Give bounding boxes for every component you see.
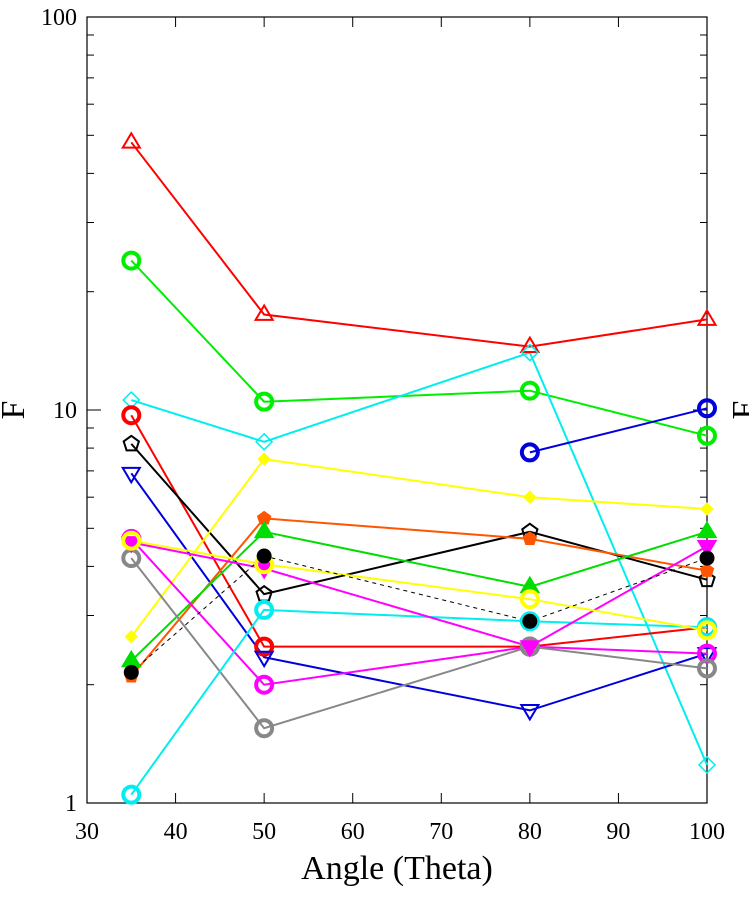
data-point <box>120 131 142 149</box>
data-point <box>700 502 714 516</box>
data-point <box>519 640 541 658</box>
data-point <box>253 650 275 669</box>
data-point <box>124 629 138 644</box>
data-point <box>519 589 540 610</box>
data-point <box>697 755 717 774</box>
data-point <box>121 405 142 426</box>
axis-ticks <box>86 16 708 804</box>
plot-frame <box>86 16 708 804</box>
x-axis-title: Angle (Theta) <box>301 850 493 887</box>
data-point <box>519 380 540 401</box>
data-point <box>697 398 717 419</box>
x-tick-label: 90 <box>606 819 630 845</box>
series-line <box>130 458 708 638</box>
data-point <box>523 490 537 504</box>
data-point <box>519 704 541 722</box>
data-point <box>122 434 141 452</box>
x-tick-label: 40 <box>164 819 188 845</box>
data-point <box>522 531 538 546</box>
series-line <box>130 259 708 437</box>
data-point <box>696 308 718 326</box>
y-tick-label: 1 <box>65 791 77 817</box>
data-point <box>519 611 540 632</box>
data-point <box>253 520 275 539</box>
data-point <box>254 599 275 620</box>
data-point <box>698 570 716 588</box>
data-point <box>254 718 275 739</box>
data-point <box>697 658 717 679</box>
data-point <box>256 548 272 564</box>
data-point <box>121 530 142 551</box>
data-point <box>253 303 275 321</box>
data-point <box>520 343 539 362</box>
data-point <box>254 391 275 412</box>
x-tick-label: 80 <box>518 819 542 845</box>
data-point <box>522 613 538 629</box>
x-tick-label: 70 <box>429 819 453 845</box>
data-point <box>123 664 139 680</box>
data-point <box>699 550 715 566</box>
data-point <box>697 620 717 641</box>
data-point <box>257 452 271 466</box>
y-axis-title: F <box>0 401 32 420</box>
data-point <box>254 674 275 695</box>
series-line <box>529 407 708 454</box>
data-point <box>696 647 718 665</box>
data-point <box>519 335 541 353</box>
data-point <box>696 520 718 539</box>
right-axis-title: F <box>726 401 749 420</box>
series-line <box>130 557 708 730</box>
data-point <box>121 784 142 805</box>
data-point <box>699 563 715 577</box>
x-tick-label: 60 <box>341 819 365 845</box>
y-tick-label: 10 <box>53 398 77 424</box>
data-point <box>121 250 142 271</box>
series-line <box>131 541 708 648</box>
data-point <box>254 636 275 657</box>
series-line <box>130 472 708 712</box>
data-point <box>696 539 718 558</box>
series-line <box>130 555 708 673</box>
series-markers <box>120 131 718 805</box>
data-point <box>519 442 540 463</box>
series-line <box>130 443 708 596</box>
series-line <box>130 141 708 348</box>
data-point <box>697 425 717 446</box>
series-lines <box>130 141 708 796</box>
series-line <box>130 530 708 662</box>
series-line <box>130 608 708 796</box>
y-tick-label: 100 <box>41 5 77 31</box>
x-tick-label: 50 <box>252 819 276 845</box>
x-tick-label: 30 <box>75 819 99 845</box>
series-line <box>130 414 708 648</box>
series-line <box>131 539 708 632</box>
data-point <box>120 466 142 485</box>
data-point <box>255 432 274 451</box>
data-point <box>120 536 142 554</box>
series-line <box>130 538 708 686</box>
x-tick-label: 100 <box>689 819 725 845</box>
